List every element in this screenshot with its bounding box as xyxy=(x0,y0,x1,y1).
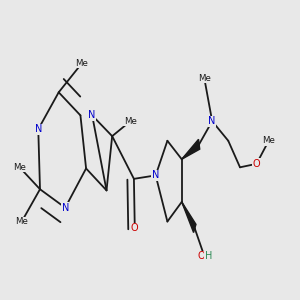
Text: O: O xyxy=(197,251,205,261)
Text: Me: Me xyxy=(13,163,26,172)
Text: O: O xyxy=(131,224,139,233)
Text: Me: Me xyxy=(262,136,275,145)
Text: N: N xyxy=(208,116,216,126)
Text: Me: Me xyxy=(124,117,137,126)
Text: N: N xyxy=(61,203,69,213)
Text: N: N xyxy=(152,170,159,180)
Text: Me: Me xyxy=(75,59,88,68)
Text: N: N xyxy=(34,124,42,134)
Text: H: H xyxy=(205,251,212,261)
Polygon shape xyxy=(182,139,200,159)
Polygon shape xyxy=(182,202,196,232)
Text: O: O xyxy=(253,159,260,169)
Text: N: N xyxy=(88,110,96,120)
Text: Me: Me xyxy=(198,74,211,83)
Text: Me: Me xyxy=(15,217,28,226)
